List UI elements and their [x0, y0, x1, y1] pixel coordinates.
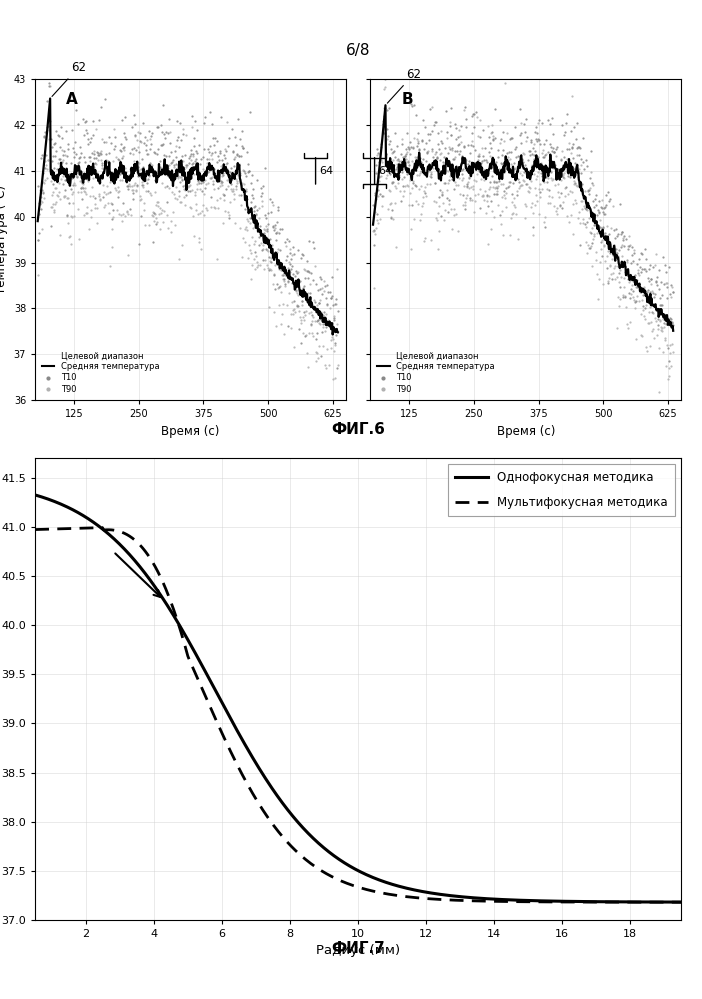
Однофокусная методика — [661, 896, 670, 908]
Мультифокусная методика — [663, 896, 671, 908]
Text: 64: 64 — [378, 166, 392, 176]
Мультифокусная методика — [31, 523, 39, 535]
Text: 64: 64 — [319, 166, 334, 176]
Line: Мультифокусная методика: Мультифокусная методика — [35, 527, 681, 902]
Мультифокусная методика — [416, 892, 425, 904]
Мультифокусная методика — [382, 888, 390, 900]
X-axis label: Время (с): Время (с) — [161, 425, 220, 438]
Мультифокусная методика — [562, 896, 570, 908]
Text: ФИГ.6: ФИГ.6 — [331, 422, 385, 437]
Мультифокусная методика — [343, 877, 351, 889]
Однофокусная методика — [380, 876, 389, 888]
Text: A: A — [66, 92, 78, 107]
Y-axis label: Температура (°C): Температура (°C) — [0, 185, 8, 294]
Однофокусная методика — [416, 885, 424, 897]
Legend: Целевой диапазон, Средняя температура, T10, T90: Целевой диапазон, Средняя температура, T… — [375, 349, 498, 396]
Text: ФИГ.7: ФИГ.7 — [331, 941, 385, 956]
Однофокусная методика — [341, 858, 350, 870]
Однофокусная методика — [560, 895, 569, 907]
Мультифокусная методика — [339, 876, 347, 888]
Однофокусная методика — [31, 489, 39, 500]
X-axis label: Радиус (мм): Радиус (мм) — [316, 944, 400, 957]
Мультифокусная методика — [98, 521, 107, 533]
Text: 6/8: 6/8 — [346, 43, 370, 58]
X-axis label: Время (с): Время (с) — [496, 425, 555, 438]
Однофокусная методика — [338, 855, 346, 867]
Однофокусная методика — [677, 896, 685, 908]
Legend: Однофокусная методика, Мультифокусная методика: Однофокусная методика, Мультифокусная ме… — [448, 465, 675, 516]
Legend: Целевой диапазон, Средняя температура, T10, T90: Целевой диапазон, Средняя температура, T… — [39, 349, 162, 396]
Мультифокусная методика — [677, 896, 685, 908]
Text: B: B — [402, 92, 413, 107]
Line: Однофокусная методика: Однофокусная методика — [35, 495, 681, 902]
Text: 62: 62 — [52, 61, 86, 97]
Text: 62: 62 — [388, 68, 421, 103]
